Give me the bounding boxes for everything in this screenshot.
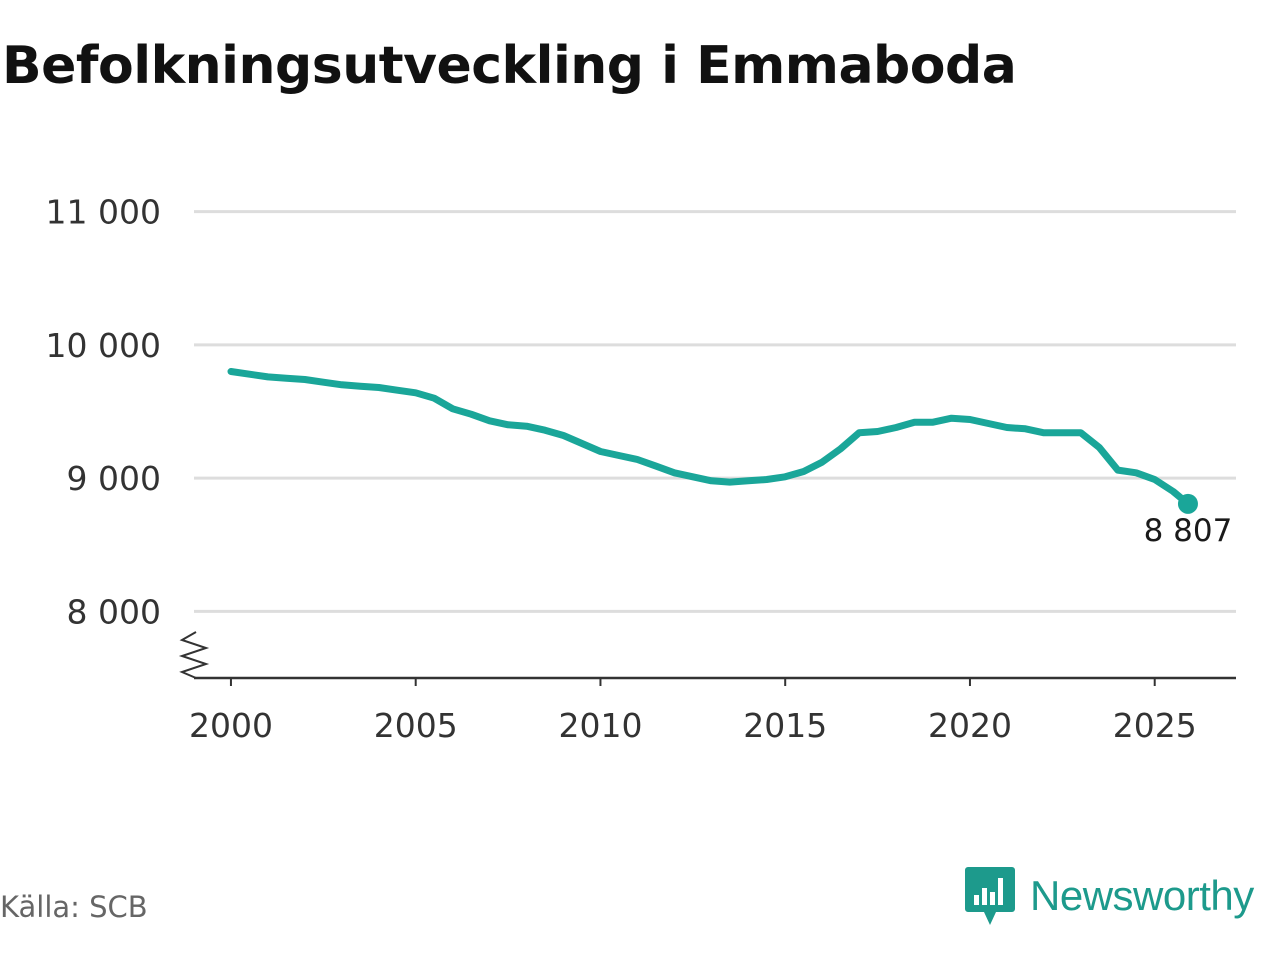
source-note: Källa: SCB xyxy=(0,890,148,924)
brand-logo: Newsworthy xyxy=(964,864,1254,928)
y-tick-label: 11 000 xyxy=(46,193,161,232)
series-layer xyxy=(227,368,1198,514)
chart-title: Befolkningsutveckling i Emmaboda xyxy=(2,36,1017,96)
data-labels: 8 807 xyxy=(1144,513,1233,549)
y-axis-ticks: 8 000 9 000 10 000 11 000 xyxy=(46,193,161,632)
x-tick-label: 2025 xyxy=(1113,706,1197,745)
x-axis-ticks: 2000 2005 2010 2015 2020 2025 xyxy=(189,678,1197,745)
end-point-marker xyxy=(1177,493,1198,514)
x-tick-label: 2020 xyxy=(928,706,1012,745)
series-line xyxy=(227,368,1192,508)
end-value-label: 8 807 xyxy=(1144,513,1233,549)
x-tick-label: 2010 xyxy=(558,706,642,745)
y-tick-label: 9 000 xyxy=(67,459,161,498)
x-tick-label: 2005 xyxy=(374,706,458,745)
gridlines xyxy=(194,210,1236,613)
x-axis xyxy=(178,631,1236,680)
brand-name: Newsworthy xyxy=(1030,872,1254,919)
x-tick-label: 2000 xyxy=(189,706,273,745)
y-tick-label: 8 000 xyxy=(67,592,161,631)
axis-break-icon xyxy=(178,631,210,679)
x-tick-label: 2015 xyxy=(743,706,827,745)
y-tick-label: 10 000 xyxy=(46,326,161,365)
newsworthy-logo-icon xyxy=(965,867,1015,925)
